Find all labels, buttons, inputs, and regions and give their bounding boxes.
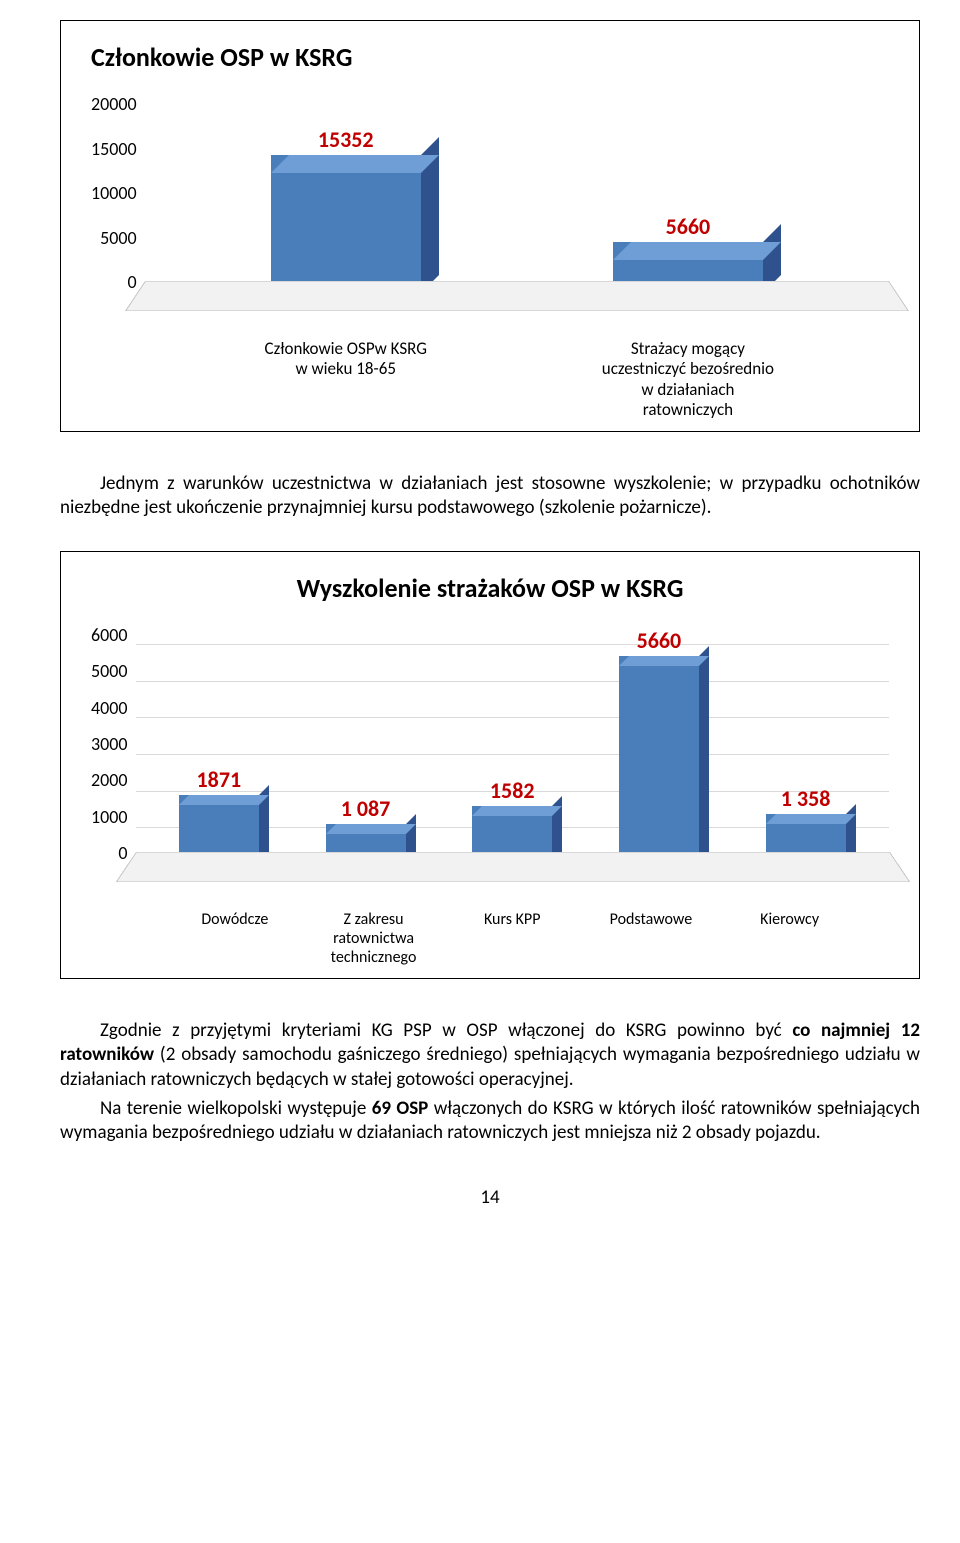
bar-top-face <box>179 795 269 805</box>
bar: 1582 <box>472 777 552 864</box>
chart2-title: Wyszkolenie strażaków OSP w KSRG <box>91 572 889 604</box>
bar-value-label: 1 358 <box>781 785 831 812</box>
y-tick: 3000 <box>91 733 128 755</box>
chart1-title: Członkowie OSP w KSRG <box>91 41 889 73</box>
y-tick: 5000 <box>91 660 128 682</box>
chart2-bars: 1871 1 087 1582 5660 1 358 <box>136 624 890 864</box>
chart1-x-labels: Członkowie OSPw KSRGw wieku 18-65 Strażac… <box>145 331 889 421</box>
y-tick: 10000 <box>91 182 137 204</box>
para2-text: Zgodnie z przyjętymi kryteriami KG PSP w… <box>60 1019 920 1091</box>
bar-top-face <box>613 242 781 260</box>
grid-line <box>136 681 890 682</box>
x-label: Strażacy mogącyuczestniczyć bezośredniow… <box>588 339 788 421</box>
bar-top-face <box>619 656 709 666</box>
chart2-y-axis: 6000 5000 4000 3000 2000 1000 0 <box>91 624 136 864</box>
bar-3d <box>619 656 699 864</box>
bar-3d <box>271 155 421 293</box>
bar-value-label: 1582 <box>490 777 535 804</box>
y-tick: 0 <box>128 271 137 293</box>
chart2-x-labels: Dowódcze Z zakresuratownictwatechnicznego… <box>136 902 890 968</box>
chart-members-osp: Członkowie OSP w KSRG 20000 15000 10000 500… <box>60 20 920 432</box>
chart1-bars: 15352 5660 <box>145 93 889 293</box>
bar-value-label: 1 087 <box>341 795 391 822</box>
grid-line <box>136 754 890 755</box>
bar-value-label: 15352 <box>318 126 374 153</box>
bar: 5660 <box>619 627 699 864</box>
bar-top-face <box>766 814 856 824</box>
bar-value-label: 5660 <box>637 627 682 654</box>
bar-value-label: 1871 <box>197 766 242 793</box>
y-tick: 5000 <box>100 227 137 249</box>
x-label: Z zakresuratownictwatechnicznego <box>314 910 434 968</box>
paragraph-1: Jednym z warunków uczestnictwa w działan… <box>60 472 920 521</box>
bar-front-face <box>271 155 421 293</box>
bar-front-face <box>619 656 699 864</box>
bar-top-face <box>326 824 416 834</box>
x-label: Kierowcy <box>730 910 850 968</box>
page-number: 14 <box>60 1186 920 1209</box>
x-label: Członkowie OSPw KSRGw wieku 18-65 <box>246 339 446 421</box>
bar: 1871 <box>179 766 259 864</box>
bar-side-face <box>699 646 709 864</box>
x-label: Dowódcze <box>175 910 295 968</box>
paragraph-2: Zgodnie z przyjętymi kryteriami KG PSP w… <box>60 1019 920 1093</box>
y-tick: 20000 <box>91 93 137 115</box>
bar: 15352 <box>271 126 421 293</box>
grid-line <box>136 644 890 645</box>
chart1-y-axis: 20000 15000 10000 5000 0 <box>91 93 145 293</box>
grid-line <box>136 717 890 718</box>
y-tick: 15000 <box>91 138 137 160</box>
bar-top-face <box>472 806 562 816</box>
y-tick: 6000 <box>91 624 128 646</box>
y-tick: 4000 <box>91 697 128 719</box>
para3-text: Na terenie wielkopolski występuje 69 OSP… <box>60 1097 920 1145</box>
paragraph-3: Na terenie wielkopolski występuje 69 OSP… <box>60 1097 920 1146</box>
x-label: Kurs KPP <box>452 910 572 968</box>
y-tick: 2000 <box>91 769 128 791</box>
x-label: Podstawowe <box>591 910 711 968</box>
chart-training-osp: Wyszkolenie strażaków OSP w KSRG 6000 500… <box>60 551 920 979</box>
y-tick: 0 <box>118 842 127 864</box>
chart1-floor <box>125 281 910 311</box>
bar-top-face <box>271 155 439 173</box>
y-tick: 1000 <box>91 806 128 828</box>
bar-value-label: 5660 <box>666 213 711 240</box>
chart2-floor <box>115 852 909 882</box>
